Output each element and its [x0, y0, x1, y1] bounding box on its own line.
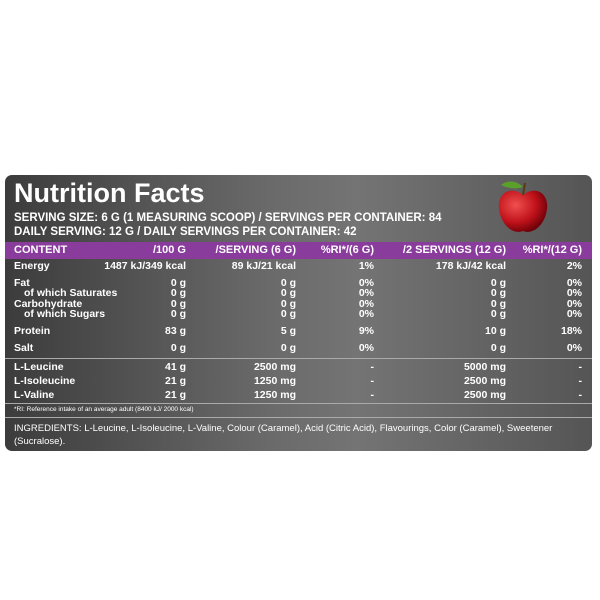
- separator: [5, 417, 592, 418]
- table-cell: 0 g: [280, 287, 296, 299]
- table-cell: 0 g: [490, 342, 506, 354]
- table-cell: 0%: [358, 308, 374, 320]
- header-cell: %RI*/(12 G): [522, 244, 582, 256]
- table-cell: L-Isoleucine: [14, 375, 76, 387]
- table-cell: 0 g: [280, 298, 296, 310]
- table-cell: -: [370, 375, 375, 387]
- table-cell: -: [578, 361, 583, 373]
- table-cell: 2500 mg: [463, 375, 506, 387]
- table-cell: Salt: [14, 342, 34, 354]
- table-cell: 0%: [358, 287, 374, 299]
- table-cell: 0%: [566, 277, 582, 289]
- table-cell: -: [578, 389, 583, 401]
- table-cell: -: [370, 361, 375, 373]
- table-cell: 0%: [566, 308, 582, 320]
- table-cell: 0 g: [490, 298, 506, 310]
- table-cell: 83 g: [164, 325, 186, 337]
- header-cell: /100 G: [152, 244, 186, 256]
- apple-icon: [498, 181, 548, 232]
- table-cell: 0%: [566, 287, 582, 299]
- table-cell: 18%: [560, 325, 582, 337]
- table-cell: 1487 kJ/349 kcal: [104, 260, 186, 272]
- serving-line: DAILY SERVING: 12 G / DAILY SERVINGS PER…: [14, 226, 357, 238]
- table-cell: 9%: [358, 325, 374, 337]
- table-cell: L-Valine: [14, 389, 55, 401]
- table-cell: 0 g: [280, 342, 296, 354]
- table-cell: 0 g: [280, 277, 296, 289]
- table-cell: of which Sugars: [24, 308, 106, 320]
- table-cell: -: [370, 389, 375, 401]
- separator: [5, 403, 592, 404]
- header-cell: /2 SERVINGS (12 G): [402, 244, 506, 256]
- table-cell: 1%: [358, 260, 374, 272]
- table-cell: 5 g: [280, 325, 296, 337]
- table-cell: 0 g: [280, 308, 296, 320]
- table-cell: 0%: [566, 298, 582, 310]
- table-cell: 1250 mg: [253, 389, 296, 401]
- table-cell: -: [578, 375, 583, 387]
- table-cell: Fat: [14, 277, 30, 289]
- table-cell: 178 kJ/42 kcal: [435, 260, 506, 272]
- ingredients: INGREDIENTS: L-Leucine, L-Isoleucine, L-…: [14, 423, 553, 447]
- table-cell: 10 g: [484, 325, 506, 337]
- table-cell: 0%: [358, 342, 374, 354]
- serving-line: SERVING SIZE: 6 G (1 MEASURING SCOOP) / …: [14, 212, 442, 224]
- table-cell: Carbohydrate: [14, 298, 83, 310]
- table-cell: L-Leucine: [14, 361, 64, 373]
- header-cell: %RI*/(6 G): [320, 244, 374, 256]
- header-cell: CONTENT: [14, 244, 68, 256]
- header-bar: [5, 242, 592, 259]
- title: Nutrition Facts: [14, 178, 205, 208]
- table-cell: 0 g: [490, 308, 506, 320]
- table-cell: Protein: [14, 325, 51, 337]
- separator: [5, 358, 592, 359]
- table-cell: 0 g: [170, 277, 186, 289]
- table-cell: 2%: [566, 260, 582, 272]
- table-cell: 21 g: [164, 389, 186, 401]
- table-cell: 5000 mg: [463, 361, 506, 373]
- nutrition-panel: Nutrition Facts SERVING SIZE: 6 G (1 MEA…: [5, 175, 592, 451]
- table-cell: 89 kJ/21 kcal: [231, 260, 296, 272]
- header-cell: /SERVING (6 G): [215, 244, 296, 256]
- table-cell: 2500 mg: [463, 389, 506, 401]
- table-cell: 0 g: [490, 277, 506, 289]
- table-cell: 41 g: [164, 361, 186, 373]
- table-cell: 0%: [358, 277, 374, 289]
- table-cell: 2500 mg: [253, 361, 296, 373]
- table-cell: 1250 mg: [253, 375, 296, 387]
- table-cell: 0 g: [170, 298, 186, 310]
- table-cell: 0 g: [170, 342, 186, 354]
- table-cell: Energy: [14, 260, 50, 272]
- table-cell: 0 g: [170, 308, 186, 320]
- footnote: *RI: Reference intake of an average adul…: [14, 406, 194, 413]
- table-cell: 21 g: [164, 375, 186, 387]
- table-cell: 0 g: [490, 287, 506, 299]
- table-cell: 0 g: [170, 287, 186, 299]
- table-cell: 0%: [358, 298, 374, 310]
- table-cell: 0%: [566, 342, 582, 354]
- table-cell: of which Saturates: [24, 287, 118, 299]
